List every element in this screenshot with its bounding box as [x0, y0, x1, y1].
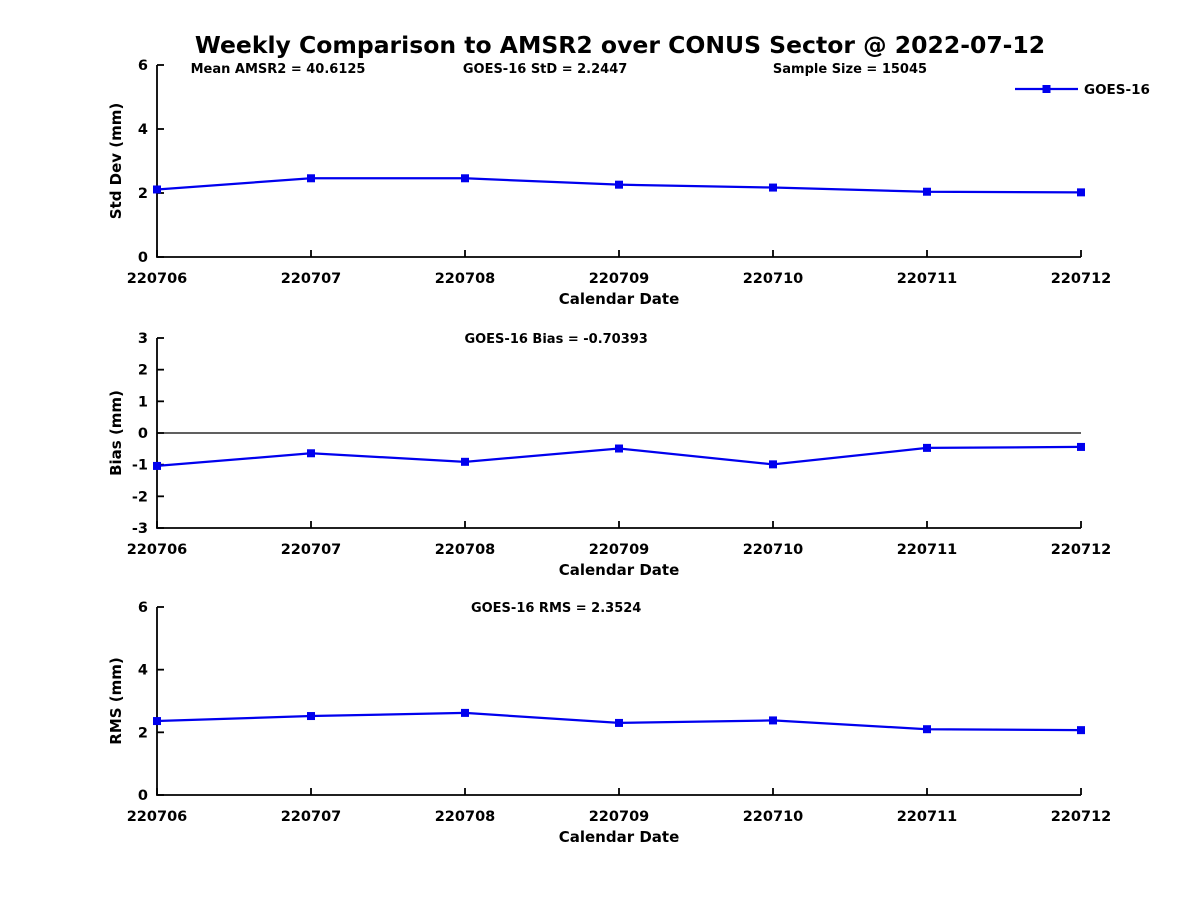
- x-tick-label: 220707: [281, 542, 342, 558]
- data-point-marker: [923, 725, 931, 734]
- y-axis-title: RMS (mm): [107, 657, 125, 744]
- data-point-marker: [769, 460, 777, 469]
- annotation-text: Mean AMSR2 = 40.6125: [191, 62, 366, 77]
- x-tick-label: 220711: [897, 809, 958, 825]
- x-axis-title: Calendar Date: [559, 290, 680, 308]
- x-tick-label: 220710: [743, 271, 804, 287]
- x-tick-label: 220709: [589, 809, 650, 825]
- x-tick-label: 220709: [589, 542, 650, 558]
- y-tick-label: 0: [138, 426, 148, 442]
- data-point-marker: [153, 185, 161, 194]
- rms-chart: 0 2 4 6 220706 220707 220708 220709 220710 220711…: [107, 600, 1111, 846]
- x-tick-label: 220710: [743, 542, 804, 558]
- y-tick-label: -2: [132, 489, 148, 505]
- x-tick-label: 220706: [127, 542, 188, 558]
- data-point-marker: [615, 718, 623, 727]
- data-point-marker: [615, 180, 623, 189]
- data-point-marker: [615, 444, 623, 453]
- data-point-marker: [307, 174, 315, 183]
- x-tick-label: 220708: [435, 542, 496, 558]
- data-point-marker: [307, 449, 315, 458]
- y-tick-label: -3: [132, 521, 148, 537]
- legend: GOES-16: [1015, 82, 1150, 98]
- data-point-marker: [153, 717, 161, 726]
- y-tick-label: 6: [138, 600, 148, 616]
- data-point-marker: [153, 461, 161, 470]
- legend-label: GOES-16: [1084, 82, 1150, 98]
- x-tick-label: 220712: [1051, 271, 1112, 287]
- x-axis-title: Calendar Date: [559, 561, 680, 579]
- y-axis-title: Bias (mm): [107, 390, 125, 476]
- annotation-text: GOES-16 RMS = 2.3524: [471, 601, 641, 616]
- y-tick-label: 4: [138, 122, 148, 138]
- y-tick-label: 1: [138, 394, 148, 410]
- y-axis-title: Std Dev (mm): [107, 103, 125, 220]
- y-tick-label: -1: [132, 458, 148, 474]
- figure-title: Weekly Comparison to AMSR2 over CONUS Se…: [194, 31, 1046, 59]
- x-tick-label: 220711: [897, 542, 958, 558]
- legend-marker: [1042, 85, 1051, 93]
- y-tick-label: 4: [138, 663, 148, 679]
- data-point-marker: [923, 187, 931, 196]
- annotation-text: GOES-16 StD = 2.2447: [463, 62, 627, 77]
- data-point-marker: [461, 457, 469, 466]
- y-tick-label: 0: [138, 250, 148, 266]
- data-point-marker: [461, 708, 469, 717]
- data-point-marker: [307, 712, 315, 721]
- data-point-marker: [769, 716, 777, 725]
- annotation-text: Sample Size = 15045: [773, 62, 927, 77]
- data-point-marker: [1077, 726, 1085, 735]
- y-tick-label: 2: [138, 725, 148, 741]
- x-tick-label: 220709: [589, 271, 650, 287]
- annotation-text: GOES-16 Bias = -0.70393: [464, 332, 647, 347]
- x-tick-label: 220708: [435, 809, 496, 825]
- x-tick-label: 220711: [897, 271, 958, 287]
- y-tick-label: 0: [138, 788, 148, 804]
- x-tick-label: 220710: [743, 809, 804, 825]
- x-tick-label: 220706: [127, 271, 188, 287]
- x-tick-label: 220707: [281, 271, 342, 287]
- x-tick-label: 220708: [435, 271, 496, 287]
- bias-chart: -3 -2 -1 0 1 2 3 220706 220707 220708 220709 220710…: [107, 331, 1111, 579]
- y-tick-label: 2: [138, 186, 148, 202]
- stddev-chart: 0 2 4 6 220706 220707 220708 220709 220710 220711…: [107, 58, 1150, 308]
- data-point-marker: [769, 183, 777, 192]
- data-point-marker: [923, 443, 931, 452]
- y-tick-label: 3: [138, 331, 148, 347]
- x-tick-label: 220706: [127, 809, 188, 825]
- y-tick-label: 2: [138, 363, 148, 379]
- data-point-marker: [1077, 442, 1085, 451]
- x-tick-label: 220712: [1051, 809, 1112, 825]
- x-tick-label: 220707: [281, 809, 342, 825]
- data-point-marker: [461, 174, 469, 183]
- x-axis-title: Calendar Date: [559, 828, 680, 846]
- y-tick-label: 6: [138, 58, 148, 74]
- x-tick-label: 220712: [1051, 542, 1112, 558]
- data-point-marker: [1077, 188, 1085, 197]
